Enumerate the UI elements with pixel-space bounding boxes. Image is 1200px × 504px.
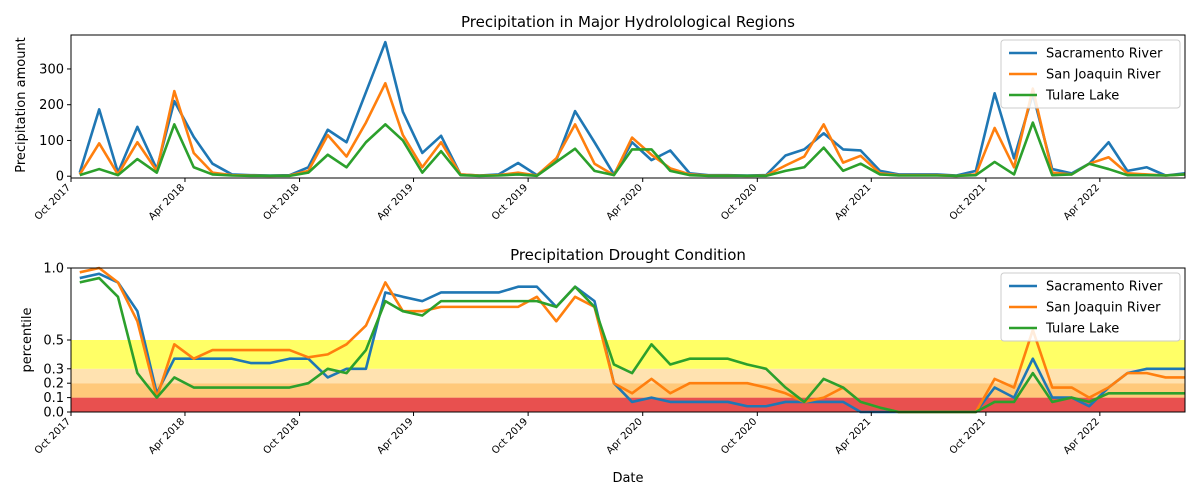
chart-2-y-axis-label: percentile [20,307,35,372]
chart-2-title: Precipitation Drought Condition [510,246,746,264]
y-tick-label: 100 [39,134,64,149]
series-line-san-joaquin-river [79,266,1185,414]
y-tick-label: 200 [39,98,64,113]
series-line-tulare-lake [79,121,1186,178]
chart-1-y-axis-label: Precipitation amount [14,37,29,173]
chart-2-x-axis-label: Date [612,471,643,486]
series-line-tulare-lake [79,276,1185,414]
y-tick-label: 1.0 [43,262,64,277]
legend-label: Sacramento River [1046,47,1163,62]
y-tick-label: 0.2 [43,377,64,392]
drought-band-2 [71,368,1185,384]
legend-label: Tulare Lake [1045,322,1119,337]
legend-label: Sacramento River [1046,280,1163,295]
y-tick-label: 0.0 [43,406,64,421]
legend-label: Tulare Lake [1045,89,1119,104]
y-tick-label: 0.1 [43,391,64,406]
y-tick-label: 0.5 [43,334,64,349]
y-tick-label: 300 [39,62,64,77]
legend-label: San Joaquin River [1046,68,1161,83]
y-tick-label: 0 [56,170,64,185]
chart-1-legend: Sacramento River San Joaquin River Tulare … [1000,39,1181,109]
legend-box [1000,39,1181,109]
legend-label: San Joaquin River [1046,301,1161,316]
legend-box [1000,272,1181,342]
y-tick-label: 0.3 [43,362,64,377]
chart-2-legend: Sacramento River San Joaquin River Tulare … [1000,272,1181,342]
chart-1-title: Precipitation in Major Hydrolological Re… [461,13,795,31]
drought-band-3 [71,340,1185,369]
series-line-sacramento-river [79,272,1185,414]
drought-band-0 [71,397,1185,412]
chart-1-plot-frame [70,34,1186,179]
